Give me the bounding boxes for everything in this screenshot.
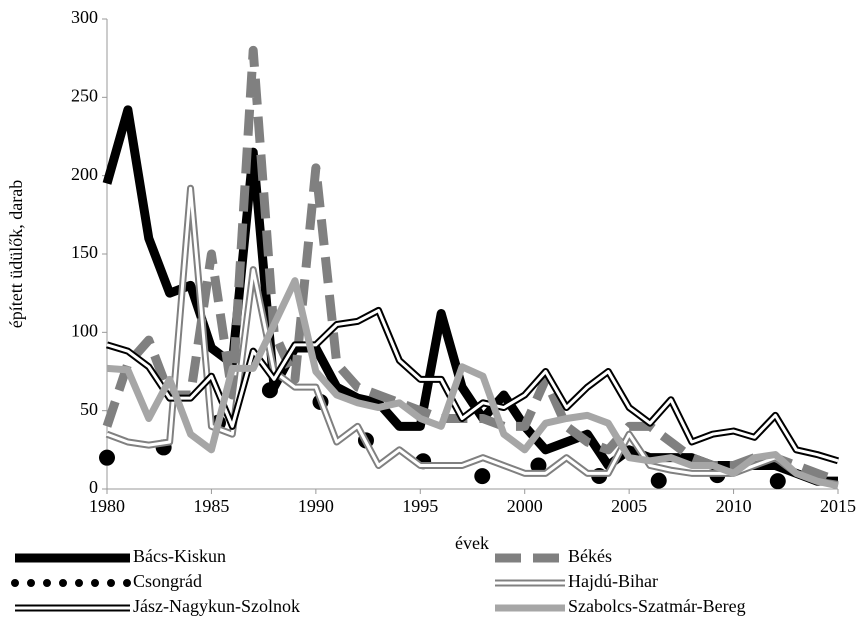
x-tick-label: 2000: [507, 496, 543, 516]
y-tick-label: 250: [71, 85, 98, 105]
legend-label: Jász-Nagykun-Szolnok: [133, 596, 300, 616]
legend-label: Hajdú-Bihar: [568, 571, 658, 591]
series-line: [106, 277, 839, 490]
y-tick-label: 150: [71, 242, 98, 262]
legend-label: Szabolcs-Szatmár-Bereg: [568, 596, 746, 616]
y-tick-label: 50: [80, 399, 98, 419]
y-tick-label: 200: [71, 164, 98, 184]
x-tick-label: 1980: [89, 496, 125, 516]
series-line-inner: [106, 308, 839, 463]
series-line-inner: [106, 186, 839, 486]
y-tick-label: 0: [89, 477, 98, 497]
legend-label: Békés: [568, 546, 612, 566]
x-tick-label: 1990: [298, 496, 334, 516]
y-tick-label: 300: [71, 7, 98, 27]
y-tick-label: 100: [71, 320, 98, 340]
legend-label: Bács-Kiskun: [133, 546, 226, 566]
x-tick-label: 1995: [402, 496, 438, 516]
y-axis-label: épített üdülők, darab: [6, 180, 26, 328]
x-tick-label: 2005: [611, 496, 647, 516]
x-tick-label: 2010: [716, 496, 752, 516]
x-tick-label: 2015: [820, 496, 856, 516]
x-axis-label: évek: [455, 533, 489, 553]
legend-label: Csongrád: [133, 571, 202, 591]
x-tick-label: 1985: [193, 496, 229, 516]
